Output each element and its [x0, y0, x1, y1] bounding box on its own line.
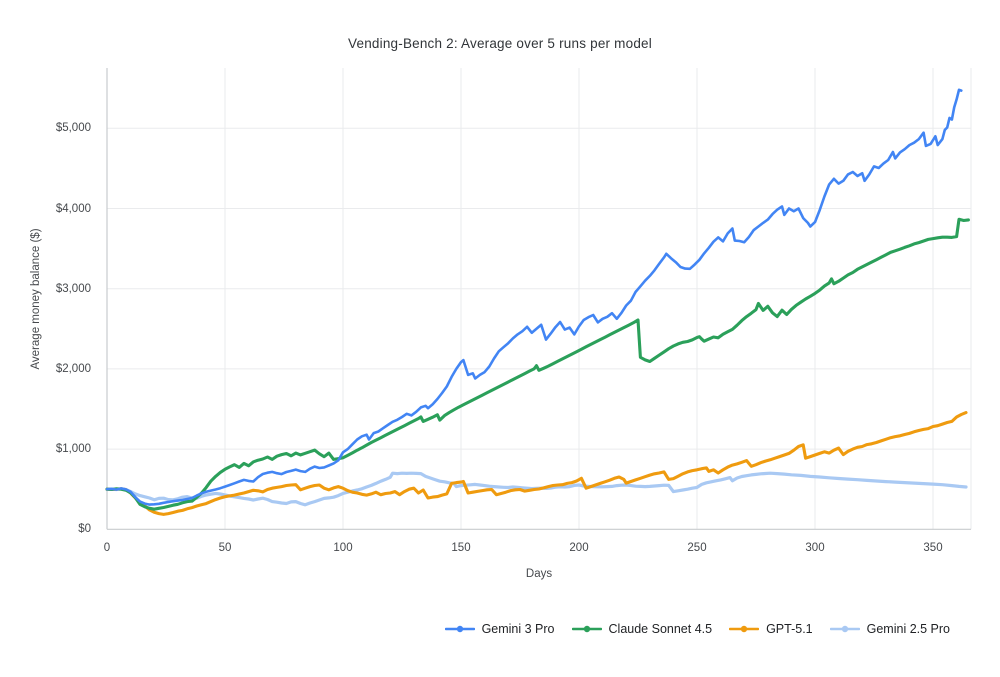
series-line-gemini-3-pro — [105, 88, 963, 506]
x-tick-label: 50 — [218, 542, 232, 554]
x-tick-label: 150 — [451, 542, 471, 554]
y-tick-label: $3,000 — [55, 282, 91, 295]
x-tick-label: 300 — [805, 542, 825, 554]
chart-title: Vending-Bench 2: Average over 5 runs per… — [348, 36, 652, 51]
y-tick-label: $5,000 — [55, 122, 91, 135]
chart-legend: Gemini 3 Pro Claude Sonnet 4.5 GPT-5.1 Gemi… — [444, 620, 950, 638]
legend-item-gemini-2-5-pro[interactable]: Gemini 2.5 Pro — [829, 622, 950, 636]
legend-marker-line-dot-icon — [444, 625, 475, 633]
y-axis-title: Average money balance ($) — [30, 228, 42, 370]
x-tick-label: 100 — [333, 542, 353, 554]
series-line-gpt-5-1 — [105, 411, 968, 516]
y-tick-label: $4,000 — [55, 202, 91, 215]
x-tick-label: 250 — [687, 542, 707, 554]
legend-label: Gemini 3 Pro — [481, 622, 555, 636]
legend-marker-line-dot-icon — [829, 625, 860, 633]
y-tick-label: $0 — [78, 523, 91, 536]
legend-item-gemini-3-pro[interactable]: Gemini 3 Pro — [444, 622, 555, 636]
x-tick-label: 350 — [923, 542, 943, 554]
legend-marker-line-dot-icon — [729, 625, 760, 633]
legend-marker-line-dot-icon — [571, 625, 602, 633]
series-line-gemini-2-5-pro — [105, 471, 968, 507]
y-tick-label: $1,000 — [55, 443, 91, 456]
legend-label: Claude Sonnet 4.5 — [608, 622, 713, 636]
legend-item-claude-sonnet-4-5[interactable]: Claude Sonnet 4.5 — [571, 622, 713, 636]
legend-item-gpt-5-1[interactable]: GPT-5.1 — [729, 622, 813, 636]
series-line-claude-sonnet-4-5 — [105, 217, 970, 511]
x-tick-label: 0 — [103, 542, 111, 554]
y-tick-label: $2,000 — [55, 362, 91, 375]
x-axis-title: Days — [525, 568, 553, 580]
legend-label: GPT-5.1 — [766, 622, 813, 636]
x-tick-label: 200 — [569, 542, 589, 554]
legend-label: Gemini 2.5 Pro — [866, 622, 950, 636]
